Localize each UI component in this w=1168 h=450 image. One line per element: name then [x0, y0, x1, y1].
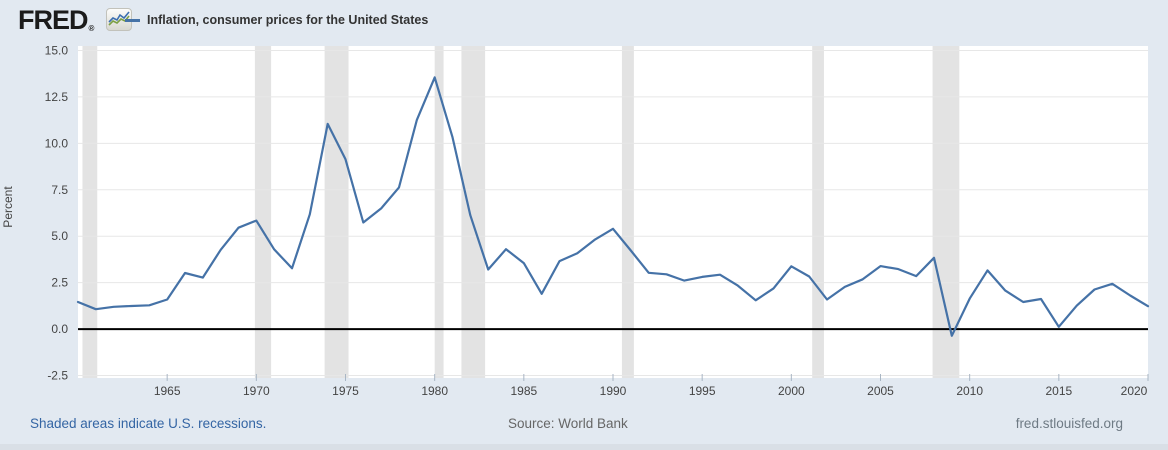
- y-tick-label: 2.5: [51, 276, 68, 290]
- fred-site-link[interactable]: fred.stlouisfed.org: [1015, 416, 1123, 431]
- y-tick-label: 7.5: [51, 183, 68, 197]
- y-tick-label: 10.0: [45, 136, 69, 150]
- x-tick-label: 1970: [243, 384, 270, 398]
- bottom-strip: [0, 444, 1168, 450]
- header: FRED® Inflation, consumer prices for the…: [0, 0, 1168, 40]
- recession-band: [812, 46, 824, 378]
- x-tick-label: 2005: [867, 384, 894, 398]
- x-tick-label: 2000: [778, 384, 805, 398]
- recession-band: [621, 46, 634, 378]
- source-text: Source: World Bank: [508, 416, 628, 431]
- recession-note-link[interactable]: Shaded areas indicate U.S. recessions.: [30, 416, 267, 431]
- x-tick-label: 1990: [600, 384, 627, 398]
- legend-series-label: Inflation, consumer prices for the Unite…: [147, 13, 429, 27]
- recession-band: [434, 46, 444, 378]
- fred-logo[interactable]: FRED®: [18, 5, 95, 36]
- y-tick-label: -2.5: [47, 369, 68, 383]
- x-tick-label: 1965: [154, 384, 181, 398]
- inflation-line: [76, 76, 1150, 337]
- registered-trademark: ®: [88, 24, 95, 33]
- y-tick-label: 12.5: [45, 90, 69, 104]
- x-tick-label: 2020: [1121, 384, 1148, 398]
- recession-band: [254, 46, 272, 378]
- recession-band: [932, 46, 960, 378]
- x-tick-label: 2015: [1045, 384, 1072, 398]
- x-tick-label: 1995: [689, 384, 716, 398]
- x-tick-label: 1980: [421, 384, 448, 398]
- recession-band: [461, 46, 486, 378]
- footer: Shaded areas indicate U.S. recessions. S…: [0, 416, 1168, 436]
- y-tick-label: 15.0: [45, 44, 69, 58]
- legend-line-swatch: [125, 18, 140, 22]
- legend: Inflation, consumer prices for the Unite…: [125, 12, 428, 28]
- y-tick-label: 5.0: [51, 229, 68, 243]
- x-tick-label: 2010: [956, 384, 983, 398]
- x-tick-label: 1985: [510, 384, 537, 398]
- recession-band: [82, 46, 98, 378]
- y-tick-label: 0.0: [51, 322, 68, 336]
- x-tick-label: 1975: [332, 384, 359, 398]
- fred-logo-text: FRED: [18, 5, 88, 35]
